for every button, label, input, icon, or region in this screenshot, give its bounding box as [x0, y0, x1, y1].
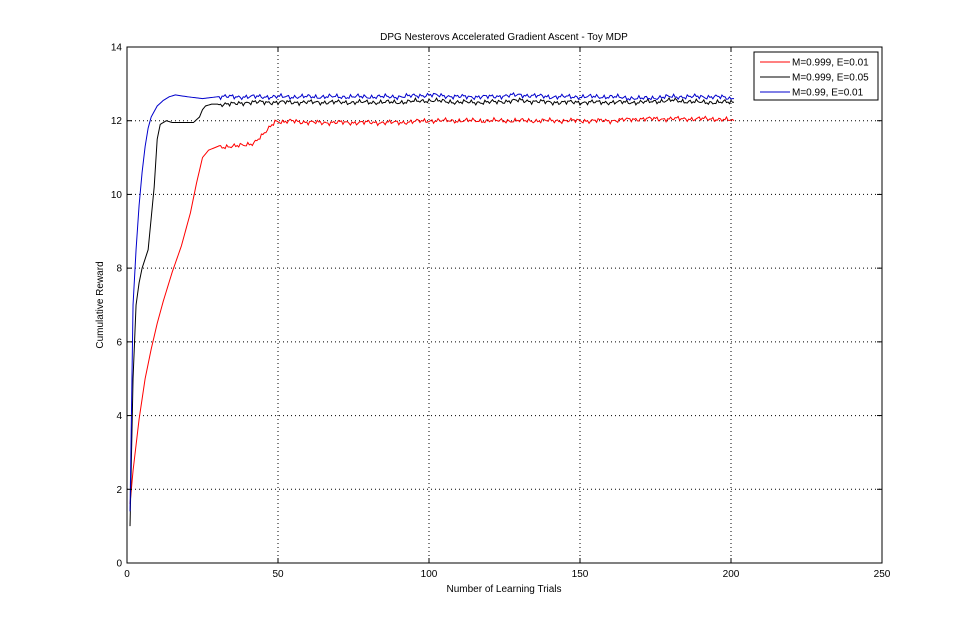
x-tick-label: 150 — [572, 569, 589, 580]
y-tick-label: 10 — [111, 190, 123, 201]
series-line-3 — [129, 91, 735, 512]
legend-label: M=0.999, E=0.05 — [792, 73, 869, 84]
y-tick-label: 8 — [116, 264, 122, 275]
axis-ticks: 0 50 100 150 200 250 0 2 4 6 8 10 12 14 — [111, 43, 891, 581]
series-line-2 — [129, 96, 735, 527]
x-axis-title: Number of Learning Trials — [446, 584, 561, 595]
y-tick-label: 2 — [116, 485, 122, 496]
x-tick-label: 50 — [272, 569, 284, 580]
legend-label: M=0.999, E=0.01 — [792, 58, 869, 69]
x-tick-label: 100 — [421, 569, 438, 580]
y-axis-title: Cumulative Reward — [95, 261, 106, 348]
y-tick-label: 0 — [116, 559, 122, 570]
series-lines — [129, 91, 735, 527]
y-tick-label: 12 — [111, 116, 123, 127]
y-tick-label: 6 — [116, 337, 122, 348]
x-tick-label: 0 — [124, 569, 130, 580]
y-tick-label: 4 — [116, 411, 122, 422]
series-line-1 — [129, 115, 735, 505]
chart-title: DPG Nesterovs Accelerated Gradient Ascen… — [380, 32, 628, 43]
grid-lines — [127, 47, 882, 563]
plot-area-frame — [126, 46, 883, 564]
legend-label: M=0.99, E=0.01 — [792, 88, 864, 99]
x-tick-label: 200 — [723, 569, 740, 580]
legend: M=0.999, E=0.01 M=0.999, E=0.05 M=0.99, E=… — [753, 51, 879, 101]
x-tick-label: 250 — [874, 569, 891, 580]
y-tick-label: 14 — [111, 43, 123, 54]
